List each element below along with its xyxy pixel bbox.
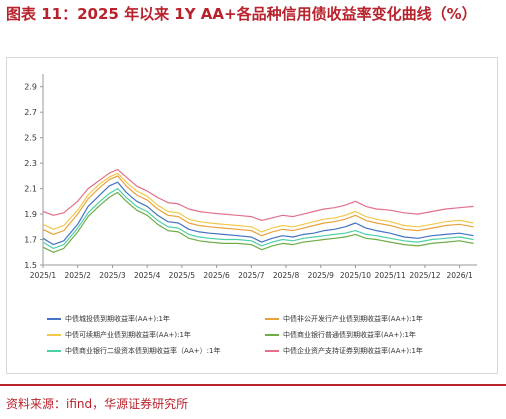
legend-swatch xyxy=(47,334,61,336)
series-line-3 xyxy=(42,172,474,233)
y-tick-label: 2.7 xyxy=(24,108,37,117)
source-note: 资料来源：ifind，华源证券研究所 xyxy=(6,397,189,411)
legend-item: 中债非公开发行产业债到期收益率(AA+):1年 xyxy=(265,312,423,326)
x-tick-label: 2025/6 xyxy=(203,271,230,280)
legend-label: 中债商业银行普通债到期收益率(AA+):1年 xyxy=(283,331,416,339)
legend-label: 中债城投债到期收益率(AA+):1年 xyxy=(65,315,170,323)
x-tick-label: 2025/9 xyxy=(308,271,335,280)
x-tick-label: 2025/11 xyxy=(375,271,406,280)
y-tick-label: 2.5 xyxy=(24,134,37,143)
x-tick-label: 2025/12 xyxy=(409,271,440,280)
series-line-4 xyxy=(42,191,474,253)
legend-swatch xyxy=(47,318,61,320)
y-tick-label: 2.1 xyxy=(24,185,37,194)
y-tick-label: 2.9 xyxy=(24,83,37,92)
series-line-6 xyxy=(42,168,474,221)
x-tick-label: 2025/5 xyxy=(169,271,196,280)
legend-swatch xyxy=(47,350,61,352)
legend-label: 中债非公开发行产业债到期收益率(AA+):1年 xyxy=(283,315,423,323)
legend-label: 中债企业资产支持证券到期收益率(AA+):1年 xyxy=(283,347,423,355)
chart-frame: 1.5 1.7 1.9 2.1 2.3 2.5 2.7 2.9 2025/1 2025/2 2025… xyxy=(6,57,498,374)
legend-item: 中债城投债到期收益率(AA+):1年 xyxy=(47,312,170,326)
source-divider xyxy=(0,384,506,386)
legend-item: 中债商业银行普通债到期收益率(AA+):1年 xyxy=(265,328,416,342)
line-chart: 1.5 1.7 1.9 2.1 2.3 2.5 2.7 2.9 2025/1 2025/2 2025… xyxy=(24,74,477,280)
legend-label: 中债可续期产业债到期收益率(AA+):1年 xyxy=(65,331,191,339)
series-line-1 xyxy=(42,181,474,246)
x-tick-label: 2025/1 xyxy=(30,271,57,280)
x-tick-label: 2025/8 xyxy=(273,271,300,280)
series-line-2 xyxy=(42,175,474,237)
y-tick-label: 1.7 xyxy=(24,236,37,245)
series-line-5 xyxy=(42,188,474,249)
legend-item: 中债商业银行二级资本债到期收益率（AA+）:1年 xyxy=(47,344,220,358)
legend-swatch xyxy=(265,318,279,320)
y-tick-label: 1.9 xyxy=(24,210,37,219)
y-tick-label: 2.3 xyxy=(24,159,37,168)
legend-swatch xyxy=(265,334,279,336)
chart-title: 图表 11：2025 年以来 1Y AA+各品种信用债收益率变化曲线（%） xyxy=(6,5,477,23)
legend-item: 中债可续期产业债到期收益率(AA+):1年 xyxy=(47,328,191,342)
x-tick-label: 2025/7 xyxy=(238,271,265,280)
x-tick-label: 2026/1 xyxy=(446,271,473,280)
x-tick-label: 2025/2 xyxy=(65,271,92,280)
y-tick-label: 1.5 xyxy=(24,261,37,270)
x-tick-label: 2025/10 xyxy=(340,271,371,280)
legend-item: 中债企业资产支持证券到期收益率(AA+):1年 xyxy=(265,344,423,358)
legend-label: 中债商业银行二级资本债到期收益率（AA+）:1年 xyxy=(65,347,221,355)
x-tick-label: 2025/3 xyxy=(99,271,126,280)
legend-swatch xyxy=(265,350,279,352)
x-tick-label: 2025/4 xyxy=(134,271,161,280)
